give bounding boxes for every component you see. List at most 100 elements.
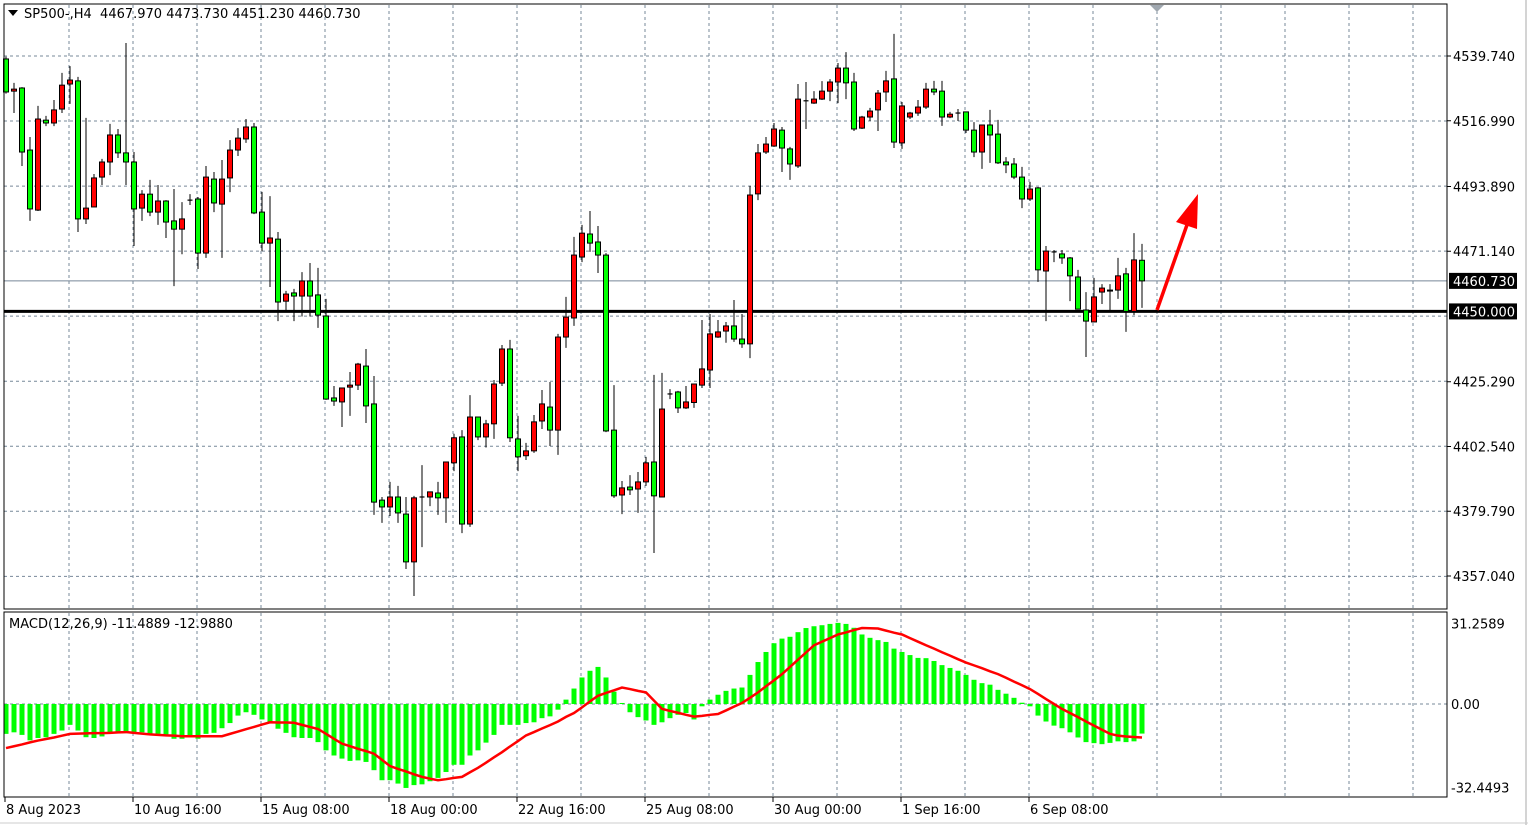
macd-tick-label: 0.00 (1451, 698, 1480, 713)
candle-body (771, 128, 777, 147)
macd-histogram-bar (619, 702, 625, 704)
candle-body (435, 492, 441, 499)
macd-histogram-bar (451, 704, 457, 765)
candle-body (51, 109, 57, 124)
time-tick-label: 25 Aug 08:00 (646, 803, 734, 818)
collapse-triangle-icon[interactable] (8, 10, 18, 16)
chart-shift-marker-icon (1150, 5, 1164, 12)
candle-body (179, 218, 185, 230)
macd-histogram-bar (339, 704, 345, 759)
macd-histogram-bar (971, 679, 977, 704)
macd-histogram-bar (419, 704, 425, 785)
candle-body (843, 67, 849, 84)
macd-histogram-bar (811, 626, 817, 704)
macd-histogram-bar (963, 674, 969, 704)
macd-label: MACD(12,26,9) -11.4889 -12.9880 (9, 617, 233, 632)
macd-histogram-bar (899, 651, 905, 704)
candle-body (347, 384, 353, 388)
macd-histogram-bar (179, 704, 185, 739)
candle-body (851, 81, 857, 130)
candle-body (35, 118, 41, 211)
candle-body (211, 178, 217, 204)
red-arrow-shaft (1155, 221, 1190, 311)
macd-histogram-bar (891, 648, 897, 704)
macd-histogram-bar (499, 704, 505, 725)
candle-body (491, 383, 497, 425)
macd-histogram-bar (491, 704, 497, 735)
red-arrow-head-icon (1176, 194, 1198, 229)
macd-histogram-bar (939, 665, 945, 704)
time-tick-label: 22 Aug 16:00 (518, 803, 606, 818)
macd-histogram-bar (851, 627, 857, 704)
macd-histogram-bar (763, 651, 769, 704)
price-tick-label: 4471.140 (1453, 245, 1515, 260)
candle-body (643, 462, 649, 483)
candle-body (827, 81, 833, 92)
candle-body (403, 513, 409, 563)
candle-body (619, 487, 625, 496)
macd-histogram-bar (235, 704, 241, 716)
candle-body (563, 316, 569, 338)
macd-histogram-bar (1099, 704, 1105, 745)
macd-histogram-bar (139, 704, 145, 733)
candle-body (59, 84, 65, 110)
candle-body (523, 450, 529, 457)
candle-body (243, 126, 249, 140)
candle-body (195, 198, 201, 254)
macd-histogram-bar (699, 704, 705, 707)
macd-histogram-bar (467, 704, 473, 756)
macd-histogram-bar (107, 704, 113, 733)
time-tick-label: 8 Aug 2023 (6, 803, 81, 818)
macd-histogram-bar (19, 704, 25, 735)
candle-body (739, 338, 745, 345)
candle-body (395, 496, 401, 514)
candle-body (99, 161, 105, 178)
candle-body (715, 331, 721, 338)
candle-body (1067, 257, 1073, 277)
macd-histogram-bar (771, 643, 777, 704)
macd-histogram-bar (643, 704, 649, 721)
macd-histogram-bar (387, 704, 393, 781)
macd-histogram-bar (995, 689, 1001, 704)
macd-histogram-bar (427, 704, 433, 782)
macd-histogram-bar (635, 704, 641, 718)
macd-histogram-bar (459, 704, 465, 765)
macd-histogram-bar (435, 704, 441, 778)
macd-histogram-bar (531, 704, 537, 723)
macd-histogram-bar (579, 677, 585, 704)
candle-body (731, 325, 737, 340)
macd-histogram-bar (723, 690, 729, 704)
candle-body (571, 254, 577, 319)
macd-histogram-bar (211, 704, 217, 733)
macd-histogram-bar (1083, 704, 1089, 743)
candle-body (1019, 176, 1025, 200)
macd-histogram-bar (123, 704, 129, 733)
macd-histogram-bar (259, 704, 265, 720)
macd-histogram-bar (35, 704, 41, 738)
current-price-label-bg (1449, 272, 1517, 289)
candle-body (1003, 161, 1009, 166)
candle-body (331, 397, 337, 402)
macd-histogram-bar (147, 704, 153, 734)
price-tick-label: 4425.290 (1453, 376, 1515, 391)
time-tick-label: 15 Aug 08:00 (262, 803, 350, 818)
macd-histogram-bar (227, 704, 233, 724)
price-tick-label: 4402.540 (1453, 440, 1515, 455)
candle-body (475, 416, 481, 438)
price-tick-label: 4379.790 (1453, 505, 1515, 520)
macd-histogram-bar (987, 684, 993, 704)
price-tick-label: 4539.740 (1453, 50, 1515, 65)
current-price-label: 4460.730 (1453, 275, 1515, 290)
candles (3, 33, 1198, 597)
candle-body (11, 88, 17, 92)
candle-body (867, 110, 873, 118)
candle-body (995, 133, 1001, 164)
macd-histogram-bar (627, 704, 633, 713)
macd-histogram-bar (75, 704, 81, 731)
macd-histogram-bar (243, 704, 249, 713)
candle-body (883, 80, 889, 93)
macd-histogram-bar (1003, 693, 1009, 704)
candle-body (1115, 275, 1121, 291)
candle-body (163, 200, 169, 223)
